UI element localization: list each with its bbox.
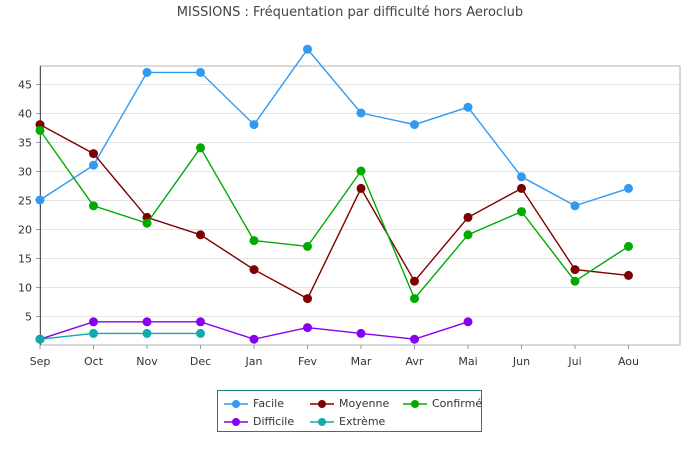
data-point — [35, 195, 45, 205]
x-tick-label: Jui — [567, 355, 581, 368]
data-point — [249, 334, 259, 344]
data-point — [303, 44, 312, 54]
data-point — [463, 317, 473, 327]
legend-marker — [224, 418, 248, 426]
data-point — [196, 328, 205, 338]
x-tick-label: Fev — [298, 355, 317, 368]
series-confirmé — [35, 125, 633, 304]
data-point — [142, 67, 152, 77]
series-lines — [35, 44, 633, 344]
series-line — [39, 129, 629, 300]
grid-lines — [40, 84, 680, 317]
x-tick-label: Nov — [136, 355, 158, 368]
legend-label: Moyenne — [339, 397, 390, 410]
data-point — [410, 120, 419, 130]
legend-marker — [403, 400, 427, 408]
data-point — [356, 166, 366, 176]
chart-title: MISSIONS : Fréquentation par difficulté … — [176, 5, 524, 20]
x-tick-labels: Sep Oct Nov Dec Jan Fev Mar Avr Mai Jun Jui Aou — [30, 355, 639, 368]
data-point — [196, 230, 205, 240]
series-moyenne — [35, 120, 633, 304]
legend-marker — [224, 400, 248, 408]
x-tick-label: Avr — [406, 355, 424, 368]
data-point — [624, 183, 633, 193]
y-tick-label: 10 — [18, 282, 32, 295]
data-point — [517, 172, 526, 182]
data-point — [570, 201, 580, 211]
y-tick-label: 40 — [18, 108, 32, 121]
y-tick-label: 15 — [18, 253, 32, 266]
data-point — [624, 241, 633, 251]
x-tick-label: Jan — [245, 355, 263, 368]
data-point — [517, 183, 526, 193]
data-point — [463, 212, 473, 222]
chart-legend: Facile Moyenne Confirmé Difficile Extrème — [217, 390, 482, 432]
data-point — [410, 334, 419, 344]
series-line — [39, 123, 629, 300]
legend-label: Difficile — [253, 415, 295, 428]
y-tick-label: 45 — [18, 79, 32, 92]
legend-label: Extrème — [339, 415, 386, 428]
y-tick-label: 5 — [25, 311, 32, 324]
data-point — [410, 294, 419, 304]
y-tick-label: 35 — [18, 137, 32, 150]
axes — [36, 65, 681, 349]
x-tick-label: Mar — [351, 355, 372, 368]
data-point — [35, 334, 45, 344]
data-point — [142, 218, 152, 228]
data-point — [356, 183, 366, 193]
x-tick-label: Sep — [30, 355, 51, 368]
data-point — [249, 120, 259, 130]
legend-label: Confirmé — [432, 397, 483, 410]
series-difficile — [35, 317, 473, 344]
x-tick-label: Mai — [458, 355, 477, 368]
data-point — [303, 241, 312, 251]
data-point — [89, 328, 98, 338]
data-point — [410, 276, 419, 286]
data-point — [89, 160, 98, 170]
data-point — [570, 276, 580, 286]
data-point — [303, 323, 312, 333]
y-tick-label: 25 — [18, 195, 32, 208]
data-point — [89, 149, 98, 159]
data-point — [463, 102, 473, 112]
series-line — [39, 48, 629, 207]
y-tick-label: 30 — [18, 166, 32, 179]
x-tick-label: Aou — [618, 355, 639, 368]
data-point — [196, 317, 205, 327]
data-point — [356, 328, 366, 338]
data-point — [517, 207, 526, 217]
x-tick-label: Jun — [512, 355, 530, 368]
series-extrème — [35, 328, 205, 344]
data-point — [142, 317, 152, 327]
data-point — [249, 236, 259, 246]
data-point — [89, 201, 98, 211]
legend-label: Facile — [253, 397, 284, 410]
y-tick-label: 20 — [18, 224, 32, 237]
series-facile — [35, 44, 633, 211]
data-point — [196, 67, 205, 77]
legend-marker — [310, 418, 334, 426]
data-point — [35, 125, 45, 135]
series-line — [39, 332, 201, 340]
data-point — [196, 143, 205, 153]
data-point — [463, 230, 473, 240]
x-tick-label: Dec — [190, 355, 211, 368]
legend-marker — [310, 400, 334, 408]
data-point — [624, 270, 633, 280]
data-point — [303, 294, 312, 304]
plot-frame — [39, 65, 681, 346]
data-point — [249, 265, 259, 275]
y-tick-labels: 5 10 15 20 25 30 35 40 45 — [18, 79, 32, 324]
data-point — [89, 317, 98, 327]
data-point — [356, 108, 366, 118]
x-tick-label: Oct — [84, 355, 104, 368]
data-point — [570, 265, 580, 275]
data-point — [142, 328, 152, 338]
